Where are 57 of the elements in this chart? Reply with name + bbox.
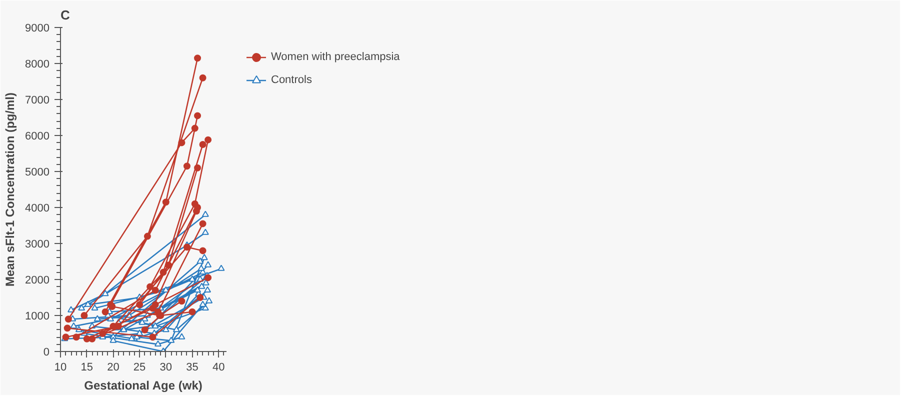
y-tick-label: 6000 (25, 130, 50, 142)
point (204, 136, 212, 144)
point (152, 301, 159, 308)
point (146, 283, 154, 290)
x-tick-label: 20 (107, 362, 120, 374)
point (188, 308, 196, 316)
x-tick-label: 15 (80, 362, 93, 374)
y-tick-label: 5000 (25, 166, 50, 178)
y-tick-label: 0 (43, 346, 50, 358)
x-tick-label: 35 (186, 362, 198, 374)
point (199, 247, 206, 254)
point (204, 274, 212, 282)
y-tick-label: 7000 (25, 94, 50, 106)
point (136, 301, 144, 308)
point (88, 335, 96, 342)
point (141, 326, 148, 334)
y-tick-label: 2000 (25, 274, 50, 286)
point (72, 334, 80, 341)
point (194, 164, 202, 172)
point (199, 220, 206, 228)
point (194, 54, 202, 62)
x-tick-label: 10 (54, 362, 67, 374)
point (194, 112, 202, 120)
point (183, 162, 190, 170)
point (196, 294, 204, 301)
point (178, 298, 186, 305)
legend-label: Women with preeclampsia (271, 51, 400, 63)
legend-label: Controls (271, 74, 312, 86)
x-tick-label: 30 (160, 362, 172, 374)
point (64, 316, 72, 323)
y-tick-label: 8000 (25, 58, 50, 70)
x-tick-label: 40 (212, 362, 225, 374)
point (114, 322, 122, 330)
y-tick-label: 3000 (25, 238, 50, 250)
point (183, 244, 190, 251)
point (102, 308, 109, 316)
y-axis-title: Mean sFlt-1 Concentration (pg/ml) (3, 92, 18, 286)
point (80, 312, 88, 319)
point (144, 232, 151, 240)
point (64, 324, 71, 332)
point (191, 124, 198, 132)
point (165, 262, 172, 269)
point (160, 268, 167, 276)
point (99, 330, 106, 337)
point (152, 286, 159, 294)
y-tick-label: 4000 (25, 202, 50, 214)
chart-title: C (60, 8, 70, 22)
point (162, 198, 170, 206)
point (199, 141, 206, 148)
y-tick-label: 9000 (25, 22, 50, 34)
x-axis-title: Gestational Age (wk) (84, 378, 202, 392)
point (178, 139, 186, 146)
point (192, 208, 200, 215)
y-tick-label: 1000 (25, 310, 50, 322)
x-tick-label: 25 (133, 362, 146, 374)
point (149, 334, 156, 341)
point (199, 74, 206, 82)
